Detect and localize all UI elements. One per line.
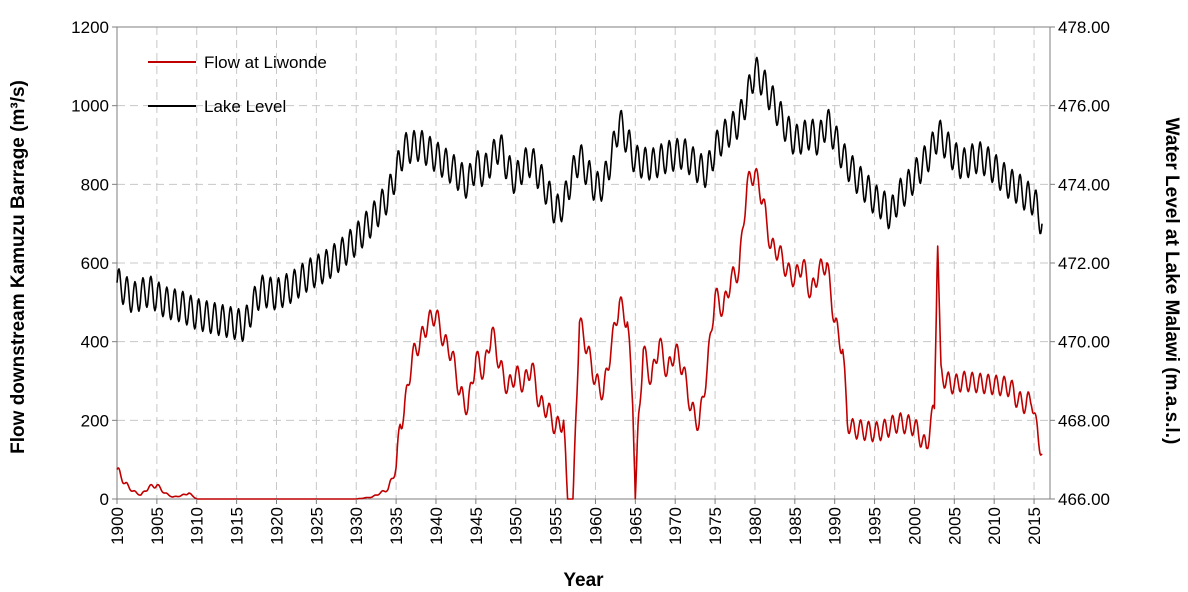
x-tick-label: 1935 [387, 507, 406, 545]
right-tick-label: 470.00 [1058, 333, 1110, 352]
x-tick-label: 1985 [786, 507, 805, 545]
series-lake-level-line [116, 56, 1043, 342]
series-flow-line [116, 167, 1043, 500]
x-tick-label: 2005 [945, 507, 964, 545]
right-tick-label: 472.00 [1058, 254, 1110, 273]
x-tick-label: 2010 [985, 507, 1004, 545]
x-tick-label: 1905 [148, 507, 167, 545]
x-tick-label: 1970 [666, 507, 685, 545]
x-tick-label: 1900 [108, 507, 127, 545]
legend-label-lake-level: Lake Level [204, 97, 286, 116]
left-axis-ticks: 0 200 400 600 800 1000 1200 [71, 18, 117, 509]
series-layer [116, 56, 1043, 500]
legend-label-flow: Flow at Liwonde [204, 53, 327, 72]
right-y-axis-title: Water Level at Lake Malawi (m.a.s.l.) [1161, 118, 1182, 445]
right-tick-label: 476.00 [1058, 97, 1110, 116]
left-tick-label: 1200 [71, 18, 109, 37]
right-tick-label: 466.00 [1058, 490, 1110, 509]
right-tick-label: 468.00 [1058, 411, 1110, 430]
x-tick-label: 1920 [267, 507, 286, 545]
x-tick-label: 1925 [307, 507, 326, 545]
x-axis-ticks: 1900 1905 1910 1915 1920 1925 1930 1935 1940 1945… [108, 499, 1044, 545]
x-tick-label: 1960 [586, 507, 605, 545]
x-tick-label: 1910 [188, 507, 207, 545]
x-tick-label: 1990 [826, 507, 845, 545]
gridlines [117, 27, 1050, 499]
left-tick-label: 800 [81, 175, 109, 194]
left-tick-label: 1000 [71, 97, 109, 116]
x-tick-label: 1980 [746, 507, 765, 545]
left-tick-label: 0 [100, 490, 109, 509]
x-tick-label: 1915 [228, 507, 247, 545]
x-tick-label: 2000 [905, 507, 924, 545]
left-tick-label: 600 [81, 254, 109, 273]
right-axis-ticks: 466.00 468.00 470.00 472.00 474.00 476.00 478.… [1050, 18, 1110, 509]
right-tick-label: 474.00 [1058, 175, 1110, 194]
x-tick-label: 2015 [1025, 507, 1044, 545]
x-tick-label: 1945 [467, 507, 486, 545]
left-tick-label: 400 [81, 333, 109, 352]
x-tick-label: 1975 [706, 507, 725, 545]
x-tick-label: 1965 [626, 507, 645, 545]
left-y-axis-title: Flow downstream Kamuzu Barrage (m³/s) [8, 80, 29, 454]
x-axis-title: Year [563, 570, 604, 591]
x-tick-label: 1995 [866, 507, 885, 545]
x-tick-label: 1930 [347, 507, 366, 545]
right-tick-label: 478.00 [1058, 18, 1110, 37]
left-tick-label: 200 [81, 411, 109, 430]
x-tick-label: 1940 [427, 507, 446, 545]
legend: Flow at Liwonde Lake Level [148, 53, 327, 116]
x-tick-label: 1955 [547, 507, 566, 545]
x-tick-label: 1950 [507, 507, 526, 545]
